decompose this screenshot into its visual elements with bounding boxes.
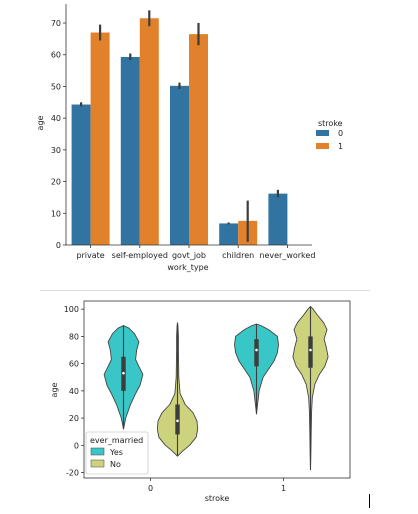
legend-label-no: No <box>110 460 121 469</box>
legend: ever_married Yes No <box>85 431 149 475</box>
bar-children-stroke-0 <box>219 223 239 245</box>
violin-median <box>255 348 258 352</box>
bar-self-employed-stroke-1 <box>139 18 159 245</box>
output-divider <box>40 290 370 291</box>
y-tick-label: 100 <box>64 305 79 314</box>
y-tick-label: 0 <box>74 441 79 450</box>
x-tick-label: never_worked <box>259 251 315 260</box>
legend-swatch-1 <box>316 143 329 149</box>
y-tick-label: 30 <box>51 146 61 155</box>
bar-never_worked-stroke-0 <box>268 193 288 245</box>
violin-median <box>309 348 312 352</box>
legend: stroke 0 1 <box>316 119 343 151</box>
x-tick-label: private <box>76 251 104 260</box>
y-tick-label: 0 <box>56 241 61 250</box>
y-tick-label: 40 <box>51 114 61 123</box>
y-axis-label: age <box>50 382 59 397</box>
bar-govt_job-stroke-1 <box>189 34 208 245</box>
y-tick-label: -20 <box>66 469 79 478</box>
legend-swatch-yes <box>90 447 105 456</box>
y-tick-label: 40 <box>69 387 79 396</box>
y-tick-label: 50 <box>51 82 61 91</box>
legend-label-yes: Yes <box>109 448 123 457</box>
bar-private-stroke-1 <box>90 32 110 245</box>
violin-median <box>176 419 179 423</box>
legend-swatch-0 <box>316 130 329 136</box>
x-tick-label: self-employed <box>112 251 168 260</box>
legend-swatch-no <box>90 459 105 468</box>
bar-self-employed-stroke-0 <box>120 56 140 246</box>
bar-private-stroke-0 <box>71 104 91 245</box>
x-axis-label: stroke <box>205 494 230 503</box>
x-tick-label: govt_job <box>172 251 206 260</box>
violin-iqr-box <box>254 339 259 367</box>
y-axis-label: age <box>36 115 45 130</box>
y-tick-label: 20 <box>69 414 79 423</box>
legend-label-1: 1 <box>338 142 343 151</box>
x-tick-label: 0 <box>148 484 153 493</box>
y-tick-label: 70 <box>51 19 61 28</box>
legend-title: ever_married <box>90 436 143 445</box>
y-tick-label: 20 <box>51 178 61 187</box>
legend-label-0: 0 <box>338 129 343 138</box>
y-tick-label: 10 <box>51 209 61 218</box>
x-axis-label: work_type <box>167 263 208 272</box>
plot-frame <box>83 300 351 479</box>
violin-median <box>122 371 125 375</box>
y-tick-label: 60 <box>51 51 61 60</box>
text-cursor <box>369 494 370 508</box>
y-tick-label: 60 <box>69 360 79 369</box>
violin-iqr-box <box>175 404 180 435</box>
legend-title: stroke <box>318 119 343 128</box>
bar-govt_job-stroke-0 <box>170 85 189 245</box>
x-tick-label: 1 <box>281 484 286 493</box>
x-tick-label: children <box>222 251 254 260</box>
y-tick-label: 80 <box>69 332 79 341</box>
violin-iqr-box <box>308 336 313 368</box>
